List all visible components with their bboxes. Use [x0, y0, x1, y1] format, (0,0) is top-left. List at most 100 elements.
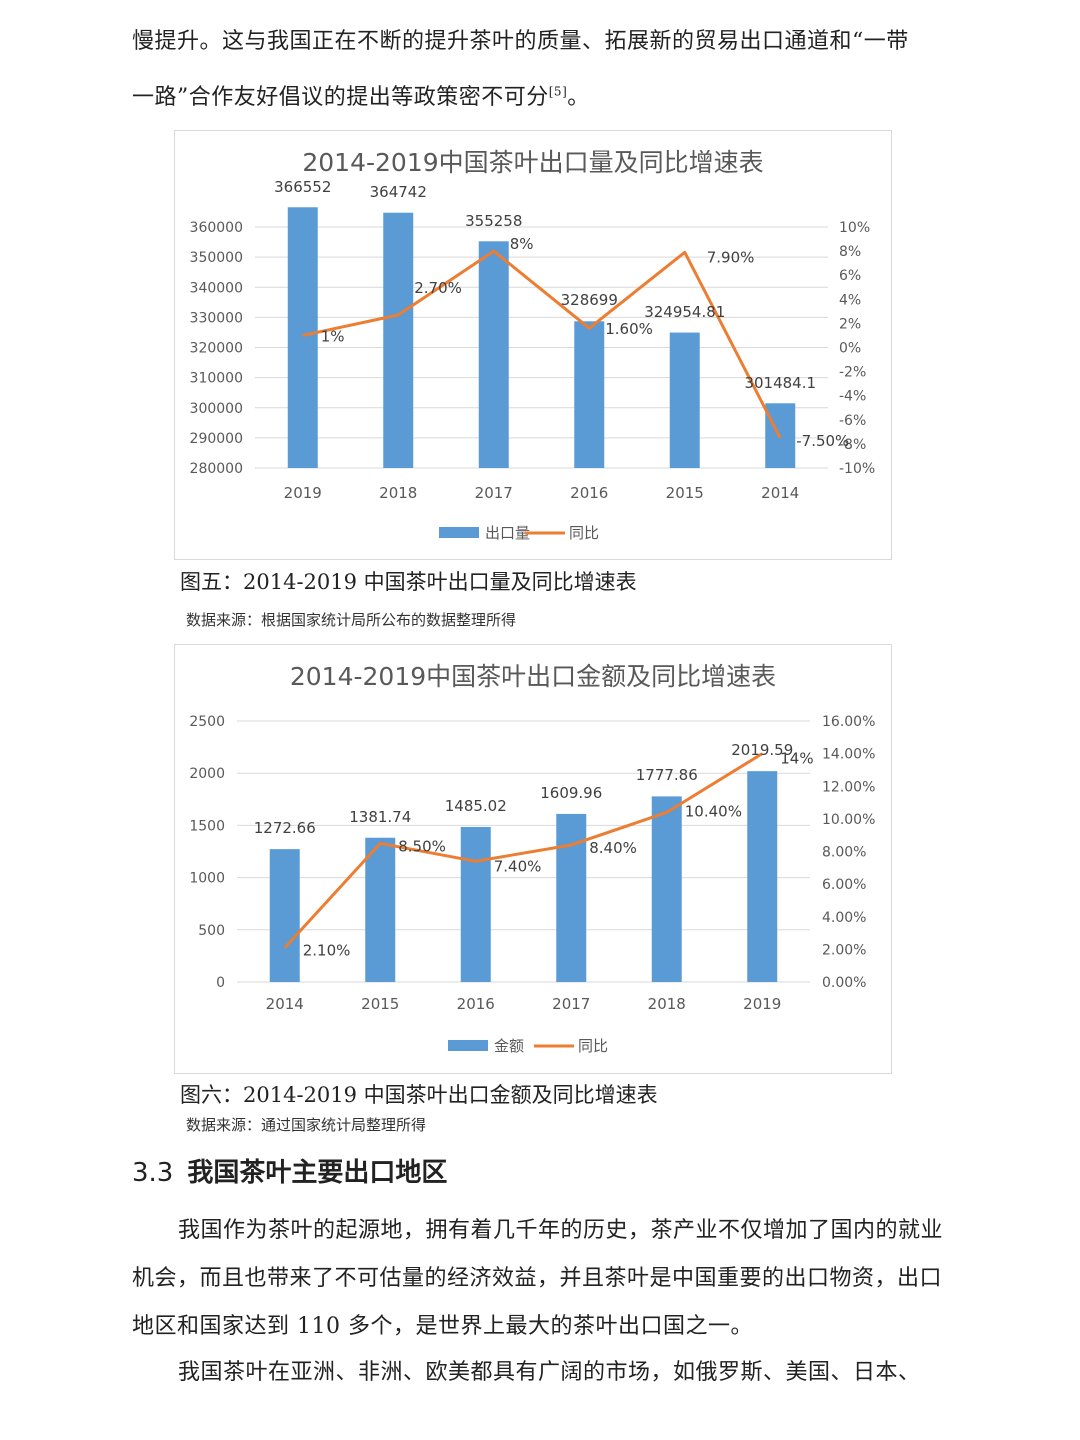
bar-data-label: 301484.1 [744, 374, 816, 392]
x-axis-tick-label: 2017 [552, 995, 590, 1013]
line-data-label: 8.50% [398, 837, 446, 855]
line-data-label: 8% [510, 235, 534, 253]
intro-line-2-text: 一路”合作友好倡议的提出等政策密不可分 [132, 85, 549, 110]
bar-data-label: 328699 [561, 291, 618, 309]
y2-axis-tick-label: 16.00% [822, 714, 875, 730]
figure6-source: 数据来源：通过国家统计局整理所得 [186, 1116, 427, 1134]
bar-data-label: 1609.96 [540, 784, 602, 802]
section-title: 我国茶叶主要出口地区 [187, 1158, 448, 1188]
y2-axis-tick-label: 6% [839, 268, 861, 284]
y-axis-tick-label: 300000 [190, 401, 243, 417]
series-line [302, 249, 782, 439]
bar [747, 771, 778, 982]
y-axis-tick-label: 0 [216, 975, 225, 991]
line-data-label: 1.60% [605, 320, 653, 338]
chart-title: 2014-2019中国茶叶出口金额及同比增速表 [290, 662, 776, 691]
line-data-label: 7.40% [494, 857, 542, 875]
figure6-caption: 图六：2014-2019 中国茶叶出口金额及同比增速表 [180, 1083, 658, 1107]
legend-swatch-bar [439, 527, 479, 538]
y-axis-tick-label: 360000 [190, 220, 243, 236]
line-data-label: 10.40% [685, 802, 742, 820]
bar-data-label: 2019.59 [731, 741, 793, 759]
y-axis-tick-label: 310000 [190, 371, 243, 387]
y2-axis-tick-label: -8% [839, 437, 866, 453]
y2-axis-tick-label: 0.00% [822, 975, 866, 991]
y2-axis-tick-label: 0% [839, 341, 861, 357]
export-value-chart-svg: 2014-2019中国茶叶出口金额及同比增速表 0 500 1000 1500 2000 2… [189, 662, 875, 1055]
x-axis-tick-label: 2017 [475, 484, 513, 502]
x-axis-tick-label: 2015 [361, 995, 399, 1013]
bar [269, 849, 300, 982]
intro-line-2-end: 。 [567, 85, 590, 110]
y2-axis-tick-label: 8.00% [822, 845, 866, 861]
y2-axis-tick-label: 10% [839, 220, 870, 236]
bar-data-label: 1381.74 [349, 808, 411, 826]
bar [478, 241, 509, 468]
y2-axis-tick-label: 14.00% [822, 747, 875, 763]
x-axis-tick-label: 2016 [457, 995, 495, 1013]
figure5-caption: 图五：2014-2019 中国茶叶出口量及同比增速表 [180, 570, 637, 594]
bar [556, 813, 587, 982]
line-data-label: 2.10% [303, 942, 351, 960]
body-paragraph-2: 我国茶叶在亚洲、非洲、欧美都具有广阔的市场，如俄罗斯、美国、日本、 [178, 1360, 921, 1385]
line-data-label: 2.70% [414, 279, 462, 297]
line-data-label: -7.50% [796, 432, 849, 450]
y2-axis-tick-label: 8% [839, 244, 861, 260]
x-axis-tick-label: 2016 [570, 484, 608, 502]
y2-axis-tick-label: 10.00% [822, 812, 875, 828]
y2-axis-tick-label: -6% [839, 413, 866, 429]
bar [460, 826, 491, 982]
bar [651, 796, 682, 982]
bar [669, 332, 700, 468]
y2-axis-tick-label: 2.00% [822, 942, 866, 958]
intro-line-1: 慢提升。这与我国正在不断的提升茶叶的质量、拓展新的贸易出口通道和“一带 [132, 29, 909, 54]
y-axis-tick-label: 280000 [190, 461, 243, 477]
y-axis-tick-label: 340000 [190, 280, 243, 296]
series-line [283, 752, 764, 949]
y-axis-tick-label: 1000 [189, 871, 225, 887]
bar [287, 207, 318, 469]
y2-axis-tick-label: 2% [839, 316, 861, 332]
figure6-chart: 2014-2019中国茶叶出口金额及同比增速表 0 500 1000 1500 2000 2… [174, 644, 892, 1074]
line-data-label: 8.40% [589, 839, 637, 857]
bar [383, 212, 414, 468]
bar-data-label: 324954.81 [644, 303, 725, 321]
y-axis-tick-label: 320000 [190, 341, 243, 357]
line-data-label: 7.90% [707, 248, 755, 266]
x-axis-tick-label: 2019 [284, 484, 322, 502]
figure5-chart: 2014-2019中国茶叶出口量及同比增速表 280000 290000 300000… [174, 130, 892, 560]
x-axis-tick-label: 2014 [266, 995, 304, 1013]
citation-ref[interactable]: [5] [548, 84, 568, 99]
body-paragraph-1: 我国作为茶叶的起源地，拥有着几千年的历史，茶产业不仅增加了国内的就业机会，而且也… [132, 1218, 944, 1339]
section-number: 3.3 [132, 1158, 174, 1188]
y2-axis-tick-label: 12.00% [822, 779, 875, 795]
y2-axis-tick-label: -2% [839, 365, 866, 381]
y-axis-tick-label: 2500 [189, 714, 225, 730]
y-axis-tick-label: 2000 [189, 766, 225, 782]
y-axis-tick-label: 330000 [190, 310, 243, 326]
y2-axis-tick-label: 4% [839, 292, 861, 308]
bar-data-label: 1777.86 [636, 766, 698, 784]
legend-label-bar: 金额 [494, 1037, 524, 1055]
x-axis-tick-label: 2014 [761, 484, 799, 502]
bar [365, 837, 396, 982]
legend-swatch-bar [448, 1040, 488, 1051]
x-axis-tick-label: 2019 [743, 995, 781, 1013]
y2-axis-tick-label: -10% [839, 461, 875, 477]
bar-data-label: 355258 [465, 212, 522, 230]
x-axis-tick-label: 2018 [379, 484, 417, 502]
chart-title: 2014-2019中国茶叶出口量及同比增速表 [302, 148, 763, 177]
bar [574, 321, 605, 468]
bar-data-label: 364742 [370, 183, 427, 201]
bar-data-label: 1485.02 [445, 797, 507, 815]
export-volume-chart-svg: 2014-2019中国茶叶出口量及同比增速表 280000 290000 300000… [190, 148, 876, 542]
line-data-label: 1% [321, 327, 345, 345]
figure5-source: 数据来源：根据国家统计局所公布的数据整理所得 [186, 611, 517, 629]
x-axis-tick-label: 2018 [648, 995, 686, 1013]
intro-line-2: 一路”合作友好倡议的提出等政策密不可分[5]。 [132, 82, 962, 114]
y2-axis-tick-label: 4.00% [822, 910, 866, 926]
legend-label-line: 同比 [569, 524, 599, 542]
y-axis-tick-label: 1500 [189, 818, 225, 834]
bar-data-label: 1272.66 [254, 819, 316, 837]
legend-label-bar: 出口量 [485, 524, 530, 542]
